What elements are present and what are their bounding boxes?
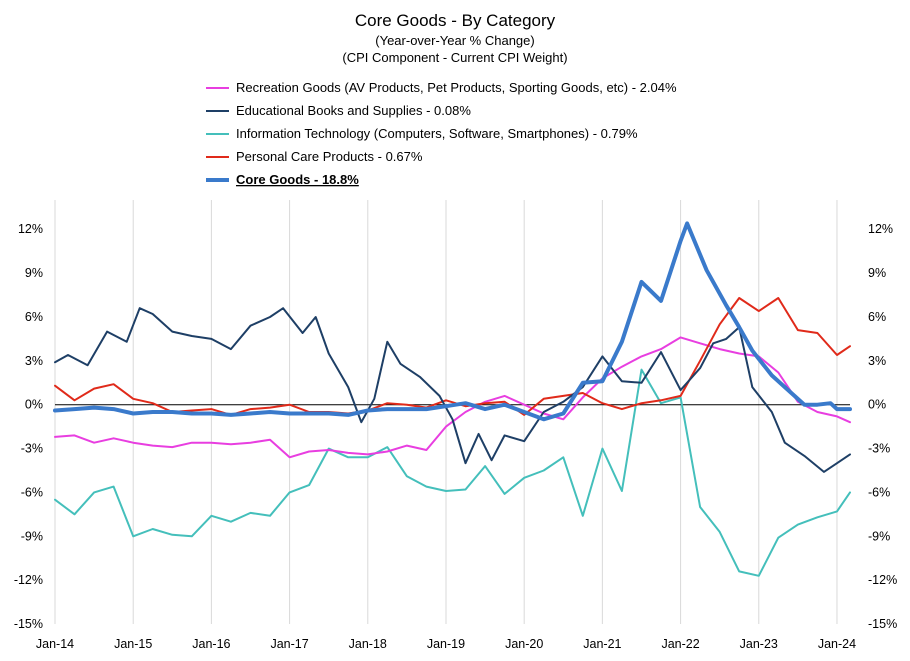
y-tick-label-left: -12% <box>14 573 43 587</box>
x-tick-label: Jan-20 <box>505 637 543 651</box>
legend: Recreation Goods (AV Products, Pet Produ… <box>206 80 677 187</box>
y-tick-label-left: -9% <box>21 529 43 543</box>
x-tick-label: Jan-24 <box>818 637 856 651</box>
y-axis-right: -15% -12% -9% -6% -3% 0% 3% 6% 9% 12% <box>868 222 897 631</box>
series-line-4 <box>53 221 852 422</box>
y-tick-label-left: 12% <box>18 222 43 236</box>
x-tick-label: Jan-21 <box>583 637 621 651</box>
x-tick-label: Jan-22 <box>661 637 699 651</box>
y-tick-label-right: -6% <box>868 485 890 499</box>
y-tick-label-left: -6% <box>21 485 43 499</box>
chart-title: Core Goods - By Category <box>355 11 556 30</box>
y-tick-label-left: -15% <box>14 617 43 631</box>
legend-entry-label: Personal Care Products - 0.67% <box>236 149 423 164</box>
y-tick-label-right: 9% <box>868 266 886 280</box>
y-axis-left: -15% -12% -9% -6% -3% 0% 3% 6% 9% 12% <box>14 222 43 631</box>
x-tick-label: Jan-15 <box>114 637 152 651</box>
x-tick-label: Jan-18 <box>349 637 387 651</box>
y-tick-label-right: 3% <box>868 354 886 368</box>
legend-entry-label: Recreation Goods (AV Products, Pet Produ… <box>236 80 677 95</box>
y-tick-label-right: -9% <box>868 529 890 543</box>
y-tick-label-left: 0% <box>25 398 43 412</box>
y-tick-label-right: -3% <box>868 442 890 456</box>
y-tick-label-right: 0% <box>868 398 886 412</box>
chart-subtitle-line-2: (CPI Component - Current CPI Weight) <box>342 50 567 65</box>
y-tick-label-left: 6% <box>25 310 43 324</box>
x-tick-label: Jan-17 <box>270 637 308 651</box>
legend-entry-label: Information Technology (Computers, Softw… <box>236 126 638 141</box>
x-tick-label: Jan-19 <box>427 637 465 651</box>
series-line-0 <box>54 336 851 459</box>
legend-entry-label: Core Goods - 18.8% <box>236 172 359 187</box>
y-tick-label-right: 12% <box>868 222 893 236</box>
series-layer <box>53 221 852 577</box>
series-line-2 <box>54 368 851 577</box>
chart-title-block: Core Goods - By Category (Year-over-Year… <box>342 11 567 65</box>
x-axis: Jan-14 Jan-15 Jan-16 Jan-17 Jan-18 Jan-19 Jan-… <box>36 637 856 651</box>
x-tick-label: Jan-23 <box>740 637 778 651</box>
y-tick-label-right: -12% <box>868 573 897 587</box>
y-tick-label-left: 9% <box>25 266 43 280</box>
y-tick-label-right: -15% <box>868 617 897 631</box>
y-tick-label-left: -3% <box>21 442 43 456</box>
y-tick-label-left: 3% <box>25 354 43 368</box>
x-tick-label: Jan-16 <box>192 637 230 651</box>
series-line-1 <box>54 307 851 473</box>
chart-subtitle-line-1: (Year-over-Year % Change) <box>375 33 534 48</box>
x-tick-label: Jan-14 <box>36 637 74 651</box>
y-tick-label-right: 6% <box>868 310 886 324</box>
legend-entry-label: Educational Books and Supplies - 0.08% <box>236 103 471 118</box>
